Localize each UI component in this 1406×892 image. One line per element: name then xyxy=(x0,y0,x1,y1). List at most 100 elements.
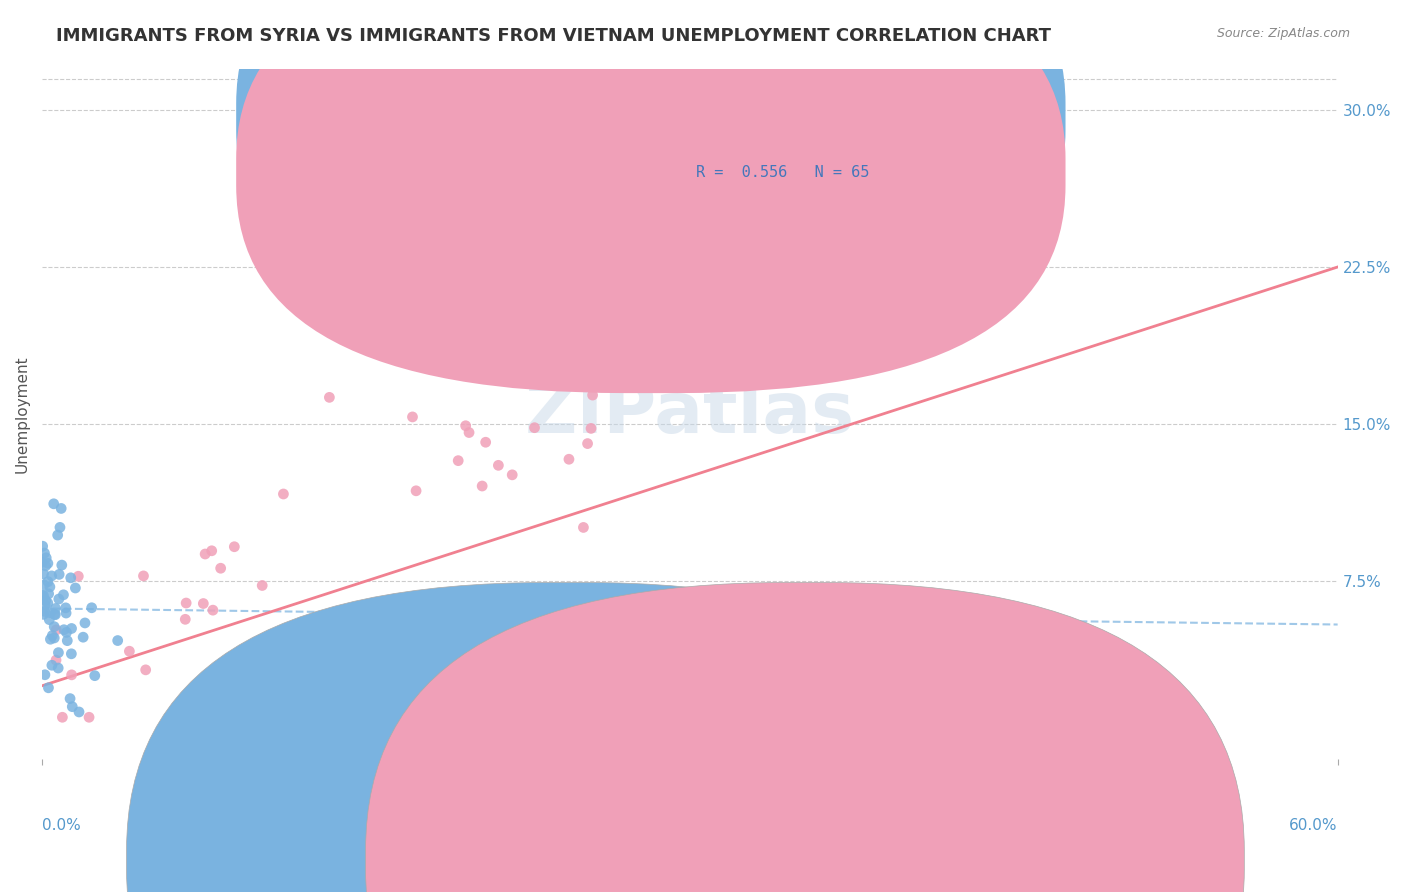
Point xyxy=(174,596,197,610)
Point xyxy=(31,539,53,553)
Text: IMMIGRANTS FROM SYRIA VS IMMIGRANTS FROM VIETNAM UNEMPLOYMENT CORRELATION CHART: IMMIGRANTS FROM SYRIA VS IMMIGRANTS FROM… xyxy=(56,27,1052,45)
Point xyxy=(808,270,831,285)
Point xyxy=(458,425,481,440)
Point xyxy=(827,270,849,285)
Point xyxy=(486,458,509,473)
Point xyxy=(855,277,877,292)
Point xyxy=(558,452,581,467)
Point xyxy=(38,580,60,594)
Point xyxy=(55,606,77,620)
Point xyxy=(77,710,100,724)
Point xyxy=(73,615,96,630)
Point xyxy=(45,623,67,637)
Point xyxy=(477,369,499,384)
Point xyxy=(474,435,496,450)
Point xyxy=(65,581,87,595)
Point xyxy=(209,561,232,575)
Text: Immigrants from Syria: Immigrants from Syria xyxy=(591,853,747,867)
Point xyxy=(754,289,776,303)
Point xyxy=(56,633,79,648)
Point xyxy=(32,566,55,581)
Point xyxy=(454,418,477,433)
Point xyxy=(792,324,814,338)
Point xyxy=(572,520,595,534)
FancyBboxPatch shape xyxy=(599,103,1014,207)
Point xyxy=(34,593,56,607)
Point xyxy=(44,620,66,634)
Point xyxy=(31,556,53,570)
Point xyxy=(44,607,66,622)
FancyBboxPatch shape xyxy=(236,0,1066,338)
Point xyxy=(37,574,59,589)
Point xyxy=(755,270,778,285)
Point xyxy=(60,622,83,636)
Point xyxy=(38,587,60,601)
Point xyxy=(60,668,83,682)
Point xyxy=(59,691,82,706)
Text: Immigrants from Vietnam: Immigrants from Vietnam xyxy=(830,853,1008,867)
Point xyxy=(250,578,273,592)
Point xyxy=(51,710,73,724)
Text: Source: ZipAtlas.com: Source: ZipAtlas.com xyxy=(1216,27,1350,40)
Point xyxy=(41,569,63,583)
Point xyxy=(34,604,56,618)
Point xyxy=(529,376,551,391)
Point xyxy=(60,699,83,714)
Point xyxy=(599,320,621,334)
Point xyxy=(471,479,494,493)
Point xyxy=(51,501,73,516)
Point xyxy=(60,647,83,661)
Point xyxy=(828,187,851,202)
Point xyxy=(48,646,70,660)
Point xyxy=(845,270,868,285)
Text: 60.0%: 60.0% xyxy=(1289,818,1337,833)
Point xyxy=(55,600,77,615)
Point xyxy=(45,653,67,667)
Point xyxy=(194,547,217,561)
Point xyxy=(55,625,77,640)
Point xyxy=(41,658,63,673)
Point xyxy=(49,520,72,534)
Point xyxy=(34,558,56,573)
Point xyxy=(193,597,215,611)
Point xyxy=(523,420,546,434)
Point xyxy=(44,601,66,615)
Point xyxy=(52,623,75,637)
Point xyxy=(83,668,105,682)
Y-axis label: Unemployment: Unemployment xyxy=(15,355,30,473)
Point xyxy=(405,483,427,498)
Text: ZIPatlas: ZIPatlas xyxy=(524,379,855,449)
Point xyxy=(548,337,571,351)
Point xyxy=(174,612,197,626)
Point xyxy=(981,270,1004,285)
Point xyxy=(883,270,905,285)
Point xyxy=(790,270,813,285)
Point xyxy=(613,378,636,392)
Point xyxy=(588,366,610,380)
Point xyxy=(34,667,56,681)
Point xyxy=(52,588,75,602)
Point xyxy=(704,310,727,324)
Text: 0.0%: 0.0% xyxy=(42,818,80,833)
Point xyxy=(581,388,603,402)
Point xyxy=(72,630,94,644)
Point xyxy=(32,589,55,603)
Point xyxy=(51,558,73,573)
Point xyxy=(67,705,90,719)
Point xyxy=(48,567,70,582)
Point xyxy=(273,487,295,501)
Point xyxy=(579,421,602,435)
Point xyxy=(37,681,59,695)
Point xyxy=(31,588,53,602)
Point xyxy=(39,632,62,647)
Point xyxy=(855,270,877,285)
Point xyxy=(38,613,60,627)
Point xyxy=(929,270,952,285)
Point xyxy=(752,270,775,285)
Point xyxy=(46,661,69,675)
Point xyxy=(37,557,59,571)
Point xyxy=(679,710,702,724)
FancyBboxPatch shape xyxy=(236,0,1066,393)
Point xyxy=(59,571,82,585)
Point xyxy=(80,600,103,615)
